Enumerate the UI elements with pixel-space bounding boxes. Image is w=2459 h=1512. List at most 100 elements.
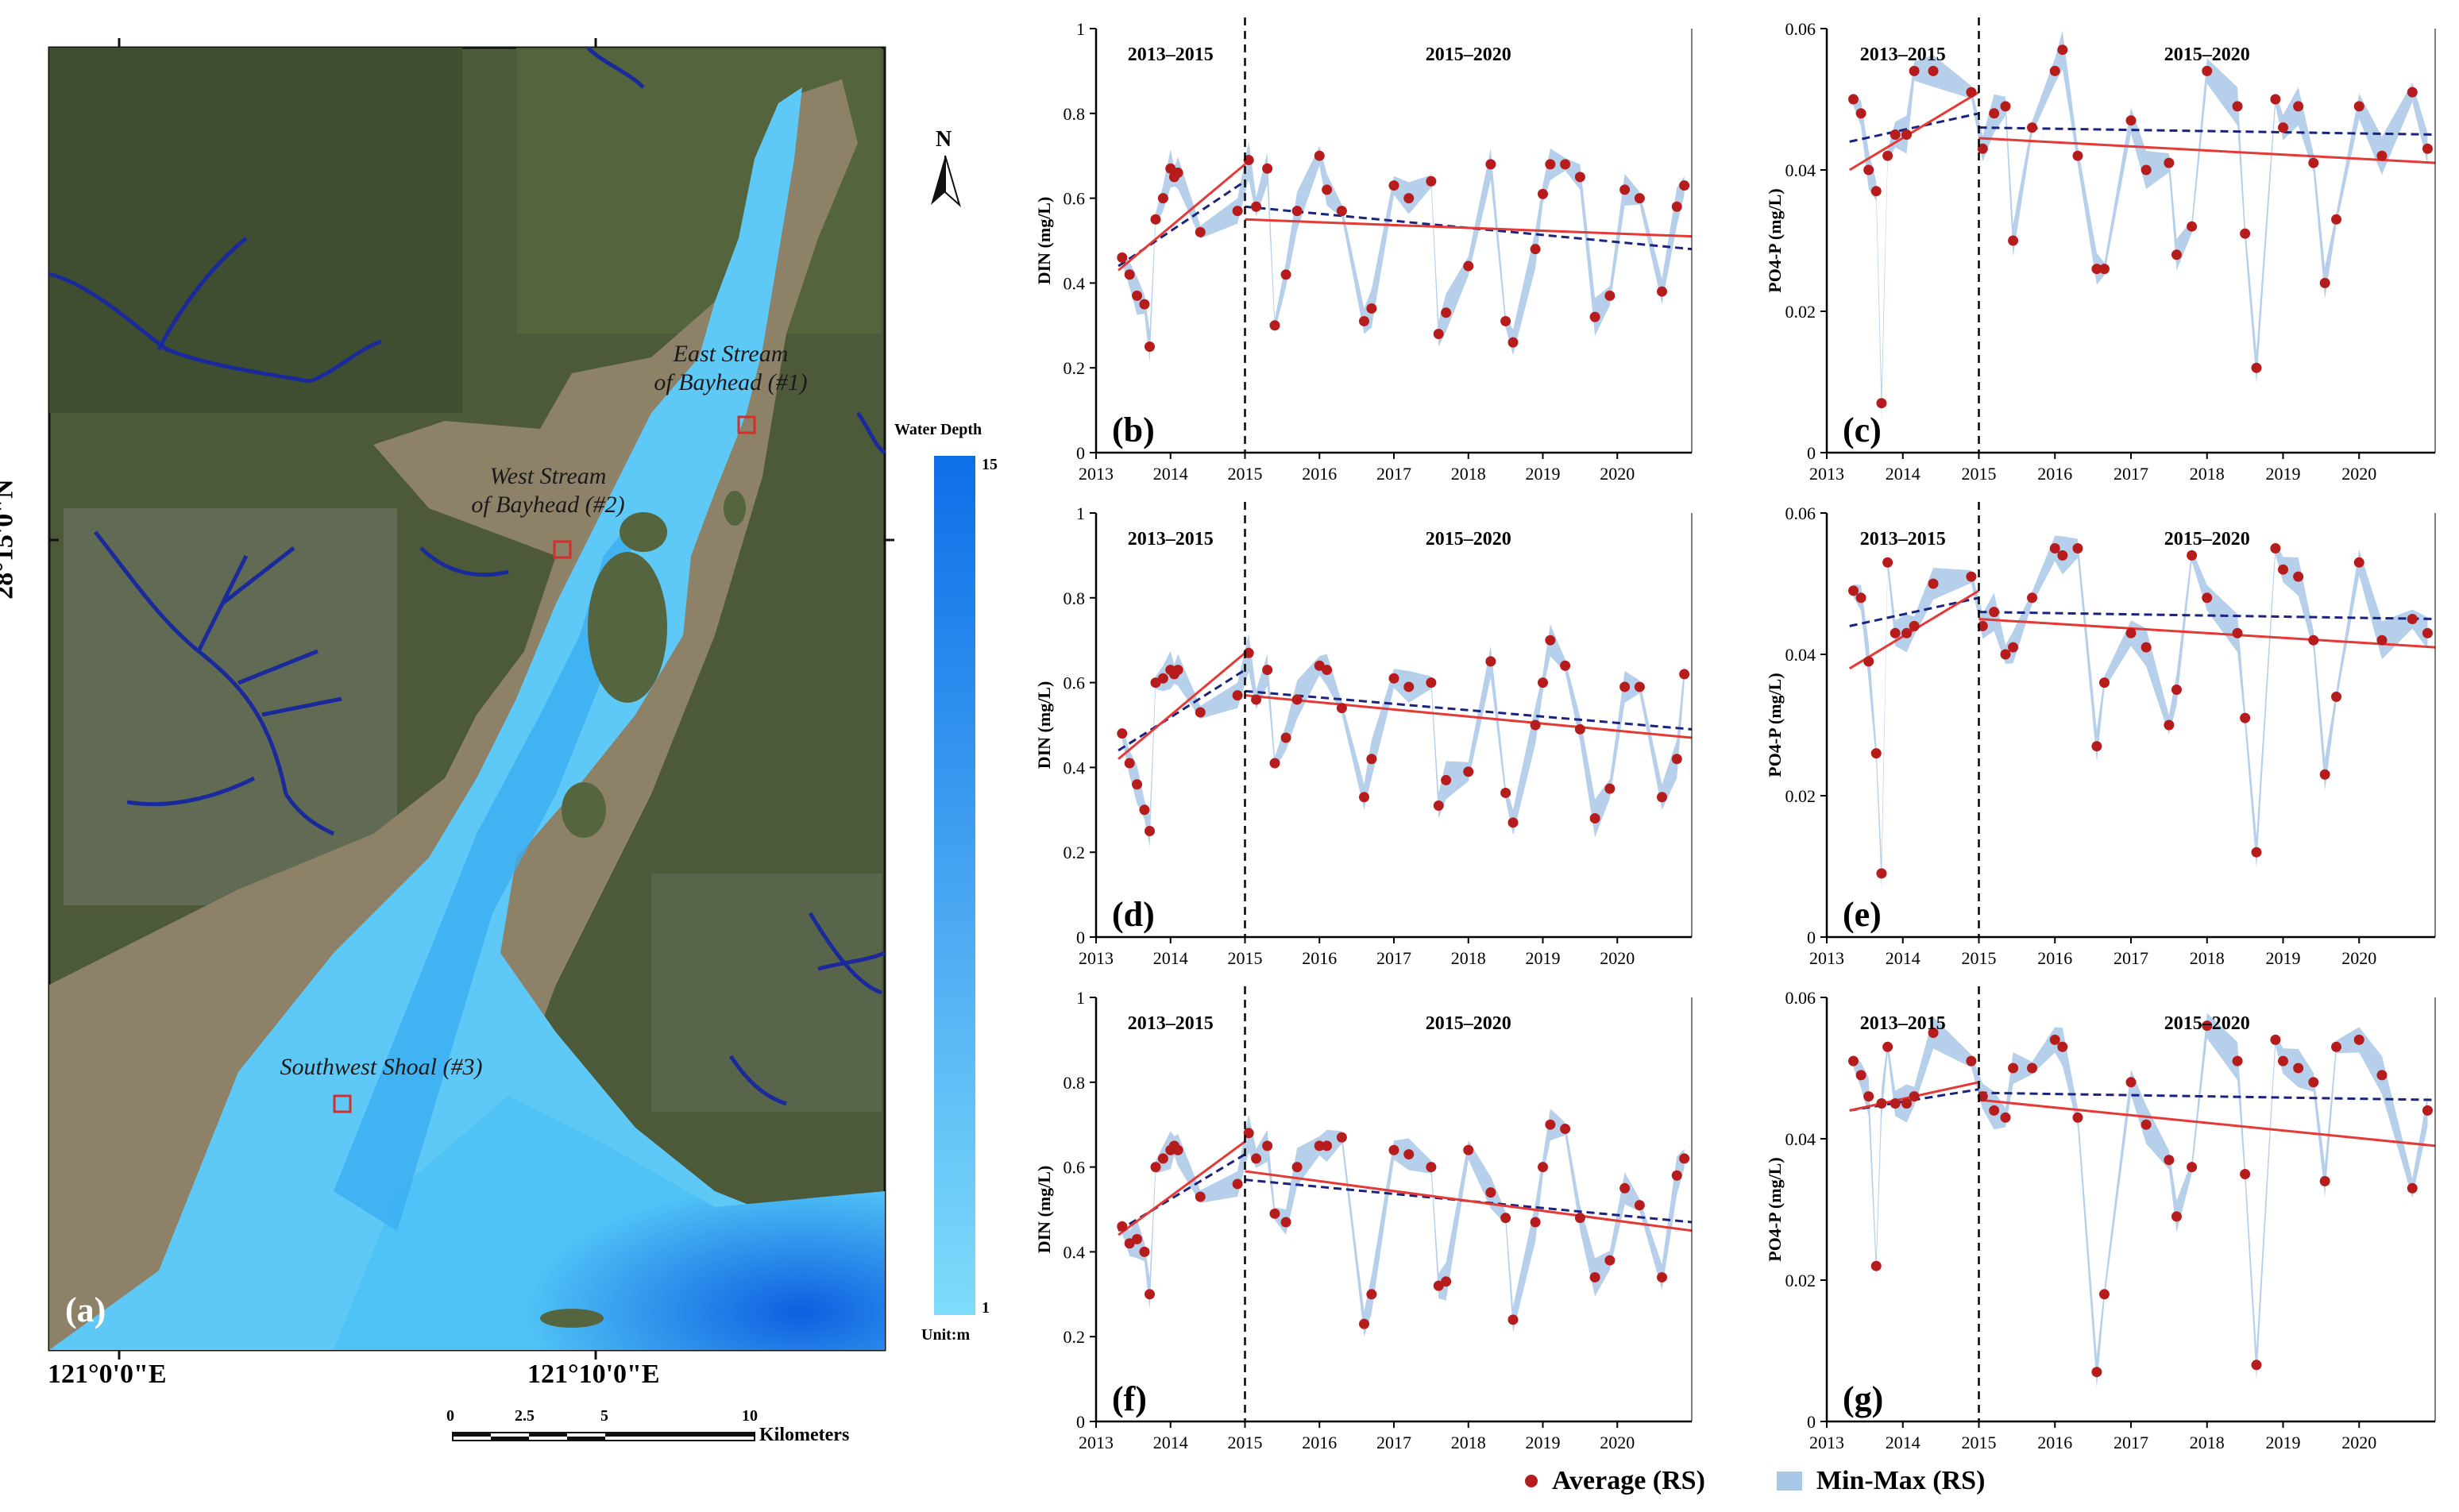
average-point [2353,1034,2364,1045]
average-point [1848,94,1859,105]
site-label-3: Southwest Shoal (#3) [246,1053,516,1082]
average-point [2319,769,2330,780]
average-point [1441,307,1452,318]
average-point [2000,1112,2011,1123]
x-tick-label: 2014 [1153,948,1188,968]
average-point [1280,1217,1291,1228]
average-point [1909,1091,1920,1102]
panel-label: (d) [1112,895,1155,934]
average-point [1314,1140,1325,1151]
x-tick-label: 2019 [2266,1433,2301,1452]
average-point [1901,627,1913,638]
site-box-2[interactable] [553,540,572,559]
average-point [1977,143,1988,154]
average-point [1291,206,1303,217]
chart-panel-d: DIN (mg/L) 0 0.2 0.4 0.6 0.8 1 2013 2014 2015 2016… [1034,502,1693,968]
average-point [1989,108,2000,119]
site-label-2: West Stream of Bayhead (#2) [445,462,651,519]
average-point [2098,264,2110,275]
average-point [1388,673,1399,684]
site-label-2-line2: of Bayhead (#2) [471,492,625,518]
average-point [1132,290,1143,301]
y-tick-label: 0.2 [1064,843,1086,862]
scale-tick-10: 10 [742,1407,758,1425]
average-point [1243,1128,1254,1139]
average-point [1463,260,1474,272]
average-point [2407,614,2418,624]
average-point [1280,269,1291,280]
average-point [2407,1182,2418,1194]
trend-line-red-early [1848,91,1980,172]
panel-label-a: (a) [65,1290,106,1329]
average-point [2293,571,2304,582]
average-point [1195,226,1206,237]
y-tick-label: 0 [1807,928,1816,947]
average-point [1657,286,1667,297]
land-patch [49,48,462,413]
site-label-2-line1: West Stream [489,463,607,489]
average-point [1124,269,1135,280]
average-point [1679,180,1690,191]
average-point [1928,578,1939,589]
average-point [1403,681,1415,692]
site-box-3[interactable] [333,1094,352,1113]
study-area-map: (a) 28°15'0"N 121°0'0"E 121°10'0"E N Eas… [0,0,998,1512]
x-tick-label: 2017 [2114,948,2148,968]
average-point [1890,1098,1901,1109]
average-point [1441,774,1452,785]
island [724,491,746,526]
average-point [1507,337,1519,348]
trend-line-red-early [1118,652,1246,760]
panel-label: (c) [1843,411,1882,449]
y-tick-label: 0 [1076,443,1085,463]
x-tick-label: 2018 [2190,1433,2225,1452]
average-point [1262,665,1273,676]
average-point [2293,101,2304,112]
trend-line-red-early [1118,1140,1246,1236]
average-point [2251,847,2262,858]
average-point [1589,1271,1600,1282]
average-point [2098,677,2110,688]
north-arrow-icon [931,155,961,208]
site-box-1[interactable] [737,415,756,434]
average-point [1232,1178,1243,1190]
average-point [2164,157,2175,168]
average-point [1291,1162,1303,1173]
legend-minmax-label: Min-Max (RS) [1816,1466,1986,1495]
y-axis-label: DIN (mg/L) [1034,1166,1054,1254]
average-point [2000,649,2011,660]
average-point [1403,1149,1415,1160]
average-point [2278,122,2288,133]
average-point [1232,206,1243,217]
average-point [1604,1255,1616,1266]
y-tick-label: 0 [1807,1412,1816,1432]
trend-line-red-early [1118,163,1246,272]
trend-line-blue-late [1978,1091,2436,1101]
chart-legend: Average (RS) Min-Max (RS) [1525,1461,1985,1501]
average-point [2270,543,2281,554]
x-tick-label: 2018 [1451,1433,1486,1452]
island [651,195,715,250]
y-tick-label: 0.4 [1064,273,1086,293]
y-tick-label: 0.02 [1785,302,1816,322]
average-point [2141,164,2152,176]
average-point [1251,1153,1262,1164]
average-point [1157,193,1168,204]
average-point [1139,804,1150,816]
x-tick-label: 2014 [1886,948,1920,968]
average-point [1403,193,1415,204]
y-tick-label: 0.04 [1785,1129,1816,1149]
y-tick-label: 1 [1076,503,1085,523]
panel-label: (g) [1843,1379,1883,1418]
y-tick-label: 0.06 [1785,503,1816,523]
average-point [2091,264,2102,275]
average-point [1500,787,1511,798]
average-point [2251,1360,2262,1371]
average-point [1989,607,2000,618]
average-point [1117,252,1128,263]
average-point [1426,677,1437,688]
urban-area [64,508,397,905]
average-point [1145,826,1155,836]
average-point [1574,1213,1585,1224]
average-point [1679,669,1690,680]
